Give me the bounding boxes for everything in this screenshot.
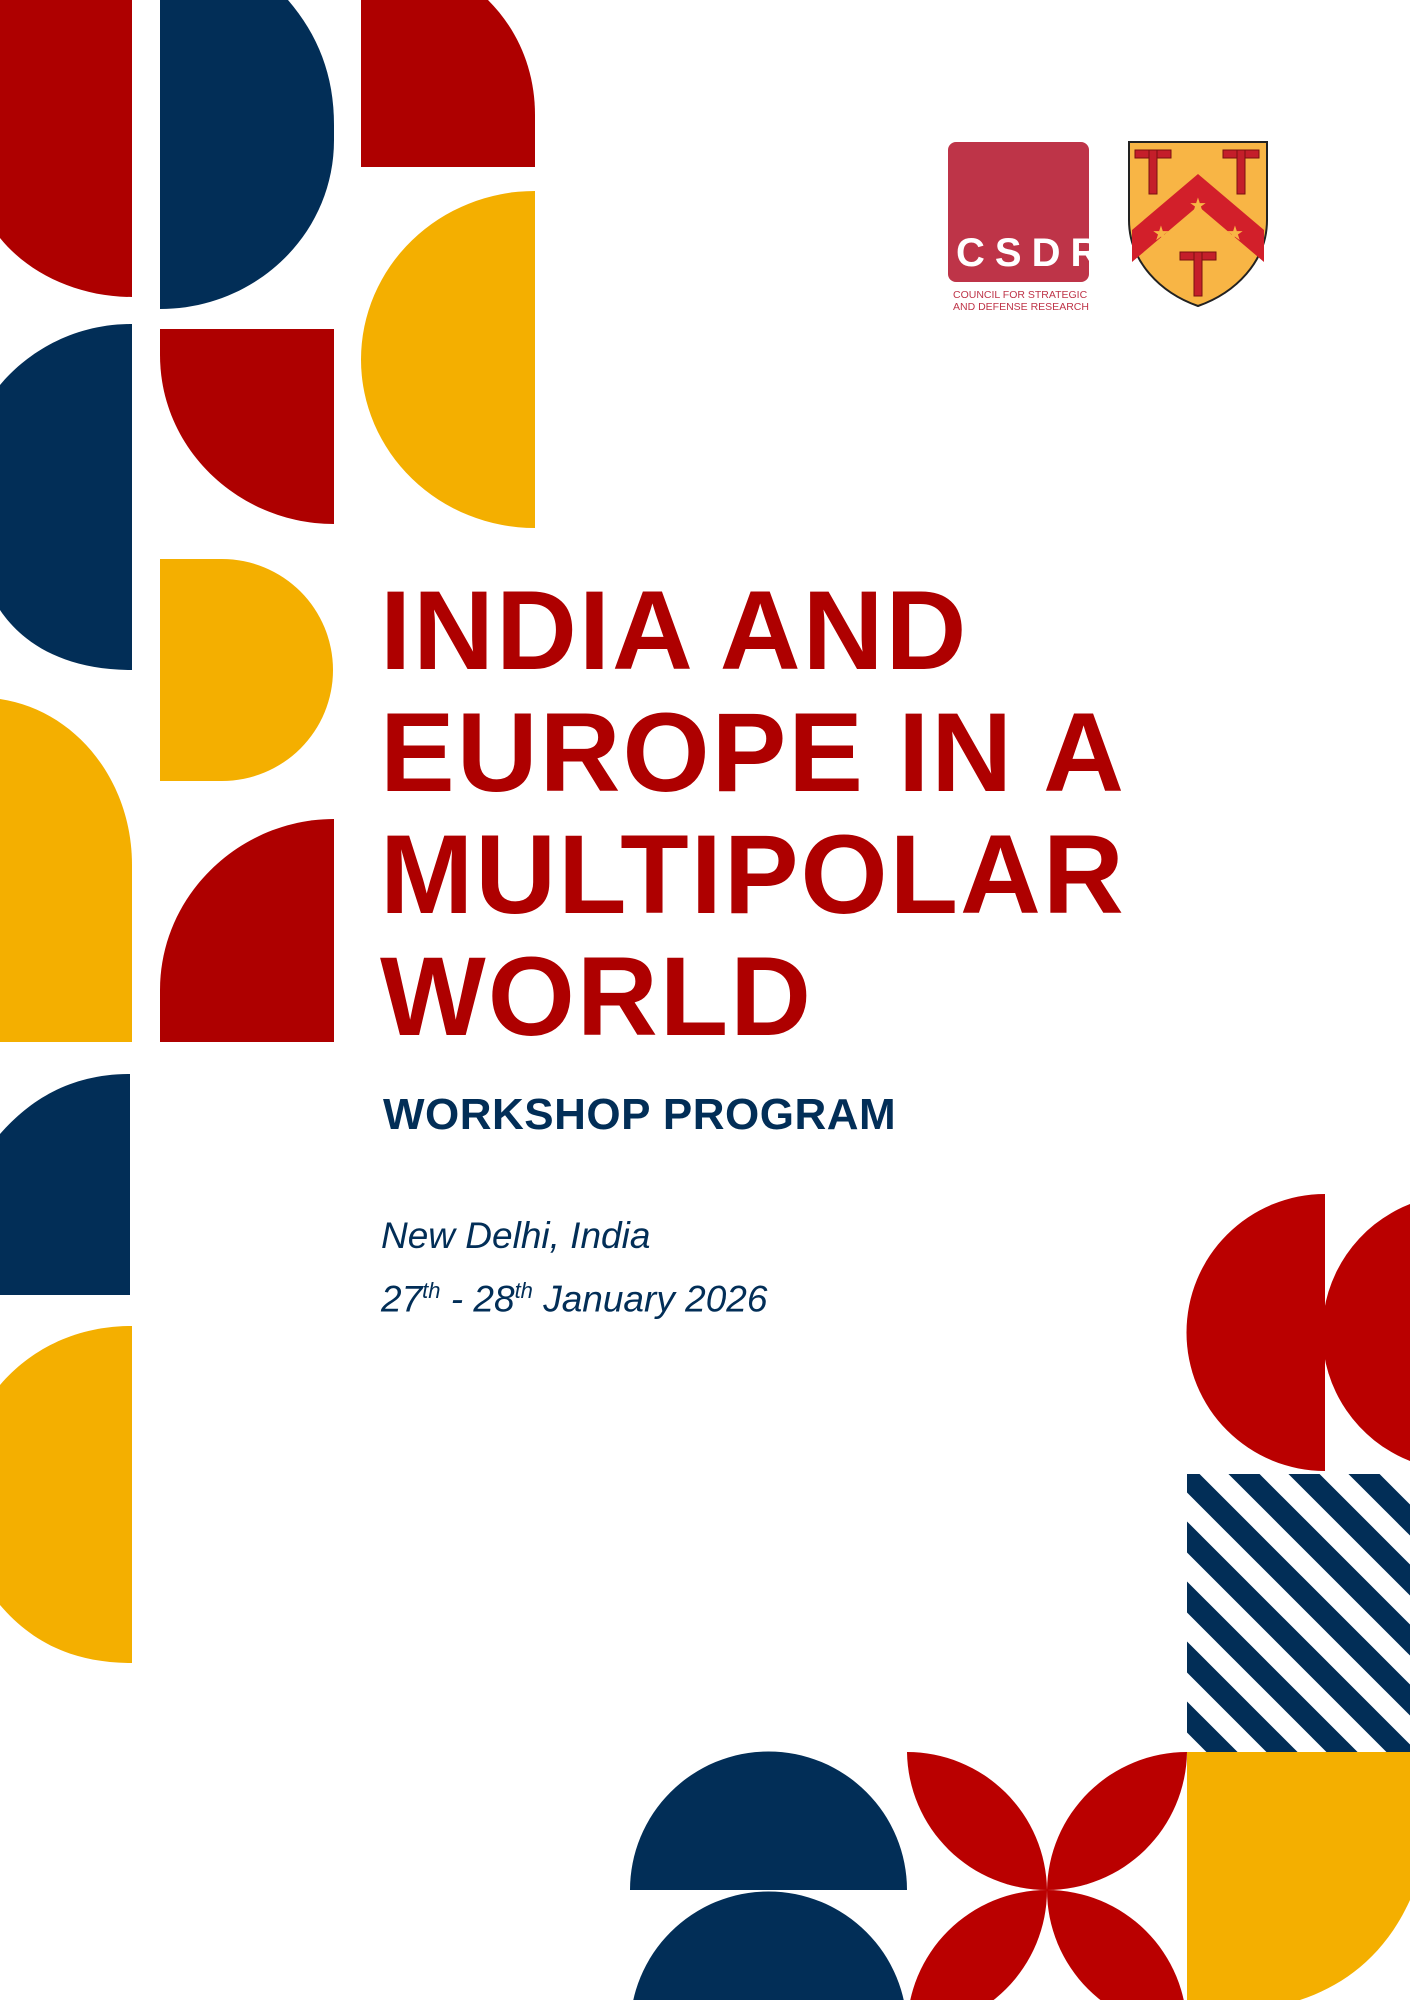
csdr-line-1: COUNCIL FOR STRATEGIC (953, 289, 1088, 301)
subtitle: WORKSHOP PROGRAM (383, 1090, 897, 1139)
svg-text:★: ★ (1189, 193, 1207, 217)
date-separator: - (440, 1278, 474, 1320)
shape-navy-1 (0, 324, 132, 670)
shape-yellow-2 (0, 1326, 132, 1663)
event-details: New Delhi, India 27th - 28th January 202… (381, 1208, 767, 1326)
date-day-1: 27 (381, 1278, 423, 1320)
shape-navy-2 (0, 1074, 130, 1295)
csdr-fullname: COUNCIL FOR STRATEGIC AND DEFENSE RESEAR… (953, 289, 1089, 313)
shape-red-4 (361, 0, 535, 167)
title-line: MULTIPOLAR (380, 812, 1126, 937)
shape-red-half-1 (1186, 1194, 1325, 1471)
shape-red-3 (160, 819, 334, 1042)
csdr-line-2: AND DEFENSE RESEARCH (953, 301, 1089, 313)
shape-red-2 (160, 329, 334, 524)
title-line: EUROPE IN A (380, 690, 1126, 815)
title-line: WORLD (380, 934, 814, 1059)
crest-shield-icon: ★ ★ ★ (1128, 141, 1268, 308)
shape-navy-semicircle-1 (630, 1751, 907, 1890)
date-day-2: 28 (473, 1278, 515, 1320)
title-line: INDIA AND (380, 568, 969, 693)
svg-text:★: ★ (1226, 221, 1244, 245)
shape-yellow-1 (0, 699, 132, 1042)
petal-3 (910, 1890, 1047, 2000)
shape-yellow-5 (1187, 1752, 1410, 2000)
csdr-logo: CSDR (948, 142, 1110, 282)
shape-yellow-3 (160, 559, 333, 781)
shape-navy-3 (160, 0, 334, 309)
petal-2 (1047, 1752, 1187, 1891)
location: New Delhi, India (381, 1215, 651, 1256)
page-title: INDIA AND EUROPE IN A MULTIPOLAR WORLD (380, 570, 1126, 1058)
date-suffix-1: th (422, 1278, 441, 1303)
shape-red-half-2 (1322, 1204, 1410, 1461)
striped-block (1187, 1474, 1410, 1752)
petal-1 (907, 1752, 1047, 1891)
dates: 27th - 28th January 2026 (381, 1263, 767, 1326)
date-month-year: January 2026 (532, 1278, 768, 1320)
petal-4 (1047, 1890, 1184, 2000)
date-suffix-2: th (514, 1278, 533, 1303)
csdr-acronym: CSDR (956, 231, 1110, 275)
shape-navy-semicircle-2 (633, 1891, 904, 2000)
svg-text:★: ★ (1152, 221, 1170, 245)
shape-yellow-4 (360, 191, 535, 528)
shape-red-1 (0, 0, 132, 297)
